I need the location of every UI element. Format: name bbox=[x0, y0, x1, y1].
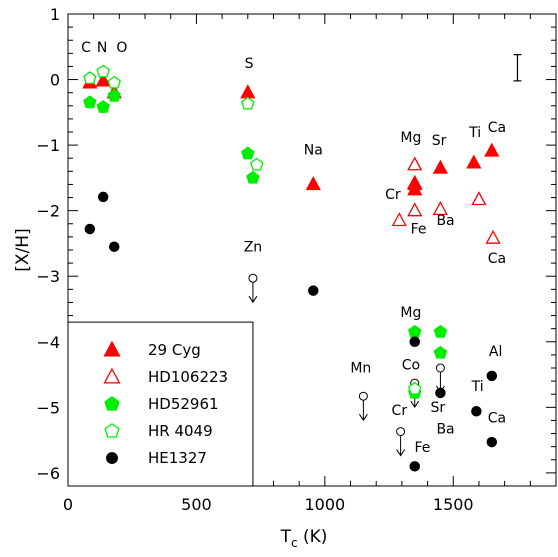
point-hr-4049 bbox=[83, 71, 97, 84]
legend-marker bbox=[104, 423, 120, 438]
point-hr-4049 bbox=[96, 64, 110, 78]
point-he1327 bbox=[435, 387, 446, 399]
element-label: Sr bbox=[431, 400, 446, 416]
point-hd52961 bbox=[246, 170, 260, 184]
point-hd52961 bbox=[433, 345, 448, 359]
element-label: Ca bbox=[488, 120, 506, 136]
point-he1327 bbox=[97, 191, 109, 203]
y-tick-label: −3 bbox=[36, 267, 60, 286]
y-tick-label: −5 bbox=[36, 398, 60, 417]
element-label: Ca bbox=[488, 410, 506, 426]
point-29-cyg bbox=[407, 176, 423, 191]
legend-marker bbox=[104, 396, 120, 411]
element-label: Fe bbox=[414, 440, 430, 456]
upper-limit-arrowhead bbox=[248, 295, 258, 304]
legend-marker bbox=[103, 340, 121, 357]
legend-marker bbox=[106, 452, 118, 465]
y-tick-label: −4 bbox=[36, 333, 60, 352]
element-label: Zn bbox=[244, 239, 262, 255]
point-hd106223 bbox=[407, 156, 423, 171]
point-hd52961 bbox=[241, 146, 255, 160]
point-hd52961 bbox=[83, 95, 97, 109]
point-he1327 bbox=[108, 241, 120, 252]
element-label: Ba bbox=[436, 422, 454, 438]
point-hd106223 bbox=[471, 191, 487, 206]
legend-label: HR 4049 bbox=[148, 422, 213, 440]
element-label: Ba bbox=[436, 213, 454, 229]
point-hd106223 bbox=[407, 202, 423, 217]
upper-limit-marker bbox=[248, 273, 258, 283]
point-hd52961 bbox=[433, 324, 448, 338]
element-label: Cr bbox=[392, 403, 408, 419]
element-label: Cr bbox=[385, 187, 401, 203]
point-29-cyg bbox=[466, 154, 482, 169]
point-he1327 bbox=[409, 461, 420, 472]
point-he1327 bbox=[486, 436, 498, 448]
point-he1327 bbox=[471, 406, 482, 417]
legend-label: HE1327 bbox=[148, 449, 207, 467]
element-label: Sr bbox=[432, 133, 447, 149]
element-label: Ca bbox=[488, 251, 506, 267]
x-tick-label: 1500 bbox=[433, 495, 474, 514]
point-hr-4049 bbox=[407, 381, 422, 395]
upper-limit-arrowhead bbox=[410, 400, 420, 408]
legend-box bbox=[67, 321, 254, 487]
point-he1327 bbox=[84, 223, 96, 235]
upper-limit-marker bbox=[435, 363, 445, 373]
element-label: Fe bbox=[411, 222, 427, 238]
legend-marker bbox=[103, 367, 121, 384]
point-29-cyg bbox=[95, 72, 111, 87]
legend-label: HD52961 bbox=[148, 395, 219, 413]
y-tick-label: −6 bbox=[36, 464, 60, 483]
y-axis-label: [X/H] bbox=[13, 228, 33, 271]
point-hr-4049 bbox=[241, 96, 255, 110]
x-tick-label: 0 bbox=[63, 495, 73, 514]
element-label: S bbox=[245, 56, 254, 72]
element-label: Na bbox=[304, 142, 323, 158]
point-29-cyg bbox=[240, 84, 256, 99]
point-hd52961 bbox=[96, 99, 110, 113]
point-hd106223 bbox=[391, 212, 407, 227]
element-label: C bbox=[81, 40, 91, 56]
x-axis-label: Tc (K) bbox=[280, 527, 328, 550]
element-label: Ti bbox=[471, 379, 484, 395]
upper-limit-arrowhead bbox=[396, 449, 406, 457]
upper-limit-marker bbox=[358, 391, 368, 401]
legend-label: 29 Cyg bbox=[148, 341, 201, 359]
point-29-cyg bbox=[432, 159, 449, 174]
point-hr-4049 bbox=[250, 157, 264, 171]
upper-limit-arrowhead bbox=[358, 413, 368, 422]
point-he1327 bbox=[308, 285, 319, 296]
point-hd106223 bbox=[432, 200, 449, 216]
x-tick-label: 1000 bbox=[304, 495, 345, 514]
y-tick-label: 1 bbox=[50, 5, 60, 24]
point-hr-4049 bbox=[107, 75, 121, 89]
y-tick-label: 0 bbox=[50, 71, 60, 90]
legend-label: HD106223 bbox=[148, 368, 228, 386]
element-label: O bbox=[116, 40, 127, 56]
element-label: Mg bbox=[400, 130, 421, 146]
y-tick-label: −2 bbox=[36, 202, 60, 221]
point-hd106223 bbox=[485, 229, 501, 244]
point-hd52961 bbox=[107, 88, 121, 102]
element-label: Mn bbox=[350, 361, 371, 377]
element-label: Ti bbox=[468, 125, 481, 141]
element-label: Al bbox=[489, 344, 502, 360]
element-label: Mg bbox=[400, 305, 421, 321]
element-label: Co bbox=[402, 357, 420, 373]
element-label: N bbox=[97, 40, 107, 56]
point-29-cyg bbox=[305, 176, 321, 191]
point-29-cyg bbox=[484, 142, 500, 157]
point-hd52961 bbox=[407, 324, 422, 338]
y-tick-label: −1 bbox=[36, 136, 60, 155]
upper-limit-marker bbox=[396, 427, 406, 437]
point-he1327 bbox=[409, 336, 420, 348]
x-tick-label: 500 bbox=[181, 495, 212, 514]
point-he1327 bbox=[486, 370, 498, 382]
